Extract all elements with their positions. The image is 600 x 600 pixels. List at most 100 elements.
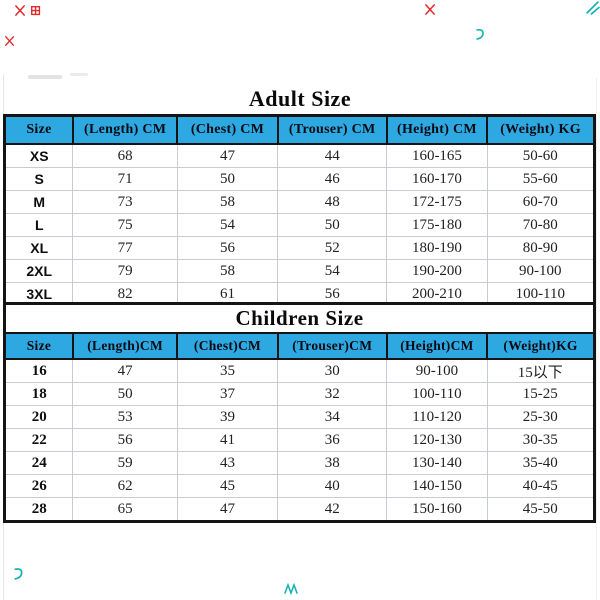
size-cell: 2XL <box>3 259 74 283</box>
value-cell: 58 <box>176 190 279 214</box>
children-col-header-height: (Height)CM <box>385 332 489 360</box>
watermark-scribble-icon <box>585 0 600 15</box>
size-cell: XS <box>3 143 74 168</box>
watermark-scribble-icon <box>4 35 16 47</box>
value-cell: 50 <box>176 167 279 191</box>
value-cell: 75 <box>72 213 178 237</box>
size-cell: XL <box>3 236 74 260</box>
value-cell: 175-180 <box>386 213 488 237</box>
value-cell: 40-45 <box>486 474 596 498</box>
children-col-header-chest: (Chest)CM <box>176 332 279 360</box>
adult-col-header-height: (Height) CM <box>385 114 489 145</box>
value-cell: 71 <box>72 167 178 191</box>
size-cell: 16 <box>3 358 74 383</box>
value-cell: 55-60 <box>486 167 596 191</box>
table-row: 18 50 37 32 100-110 15-25 <box>3 382 596 406</box>
scan-smudge <box>70 73 88 76</box>
table-row: 16 47 35 30 90-100 15以下 <box>3 358 596 383</box>
children-col-header-weight: (Weight)KG <box>486 332 596 360</box>
value-cell: 36 <box>277 428 388 452</box>
value-cell: 172-175 <box>386 190 488 214</box>
value-cell: 50 <box>72 382 178 406</box>
value-cell: 59 <box>72 451 178 475</box>
value-cell: 35-40 <box>486 451 596 475</box>
size-cell: L <box>3 213 74 237</box>
size-cell: 24 <box>3 451 74 475</box>
size-cell: 20 <box>3 405 74 429</box>
watermark-scribble-icon <box>12 566 27 581</box>
value-cell: 54 <box>277 259 388 283</box>
adult-col-header-weight: (Weight) KG <box>486 114 596 145</box>
value-cell: 15以下 <box>486 358 596 383</box>
value-cell: 80-90 <box>486 236 596 260</box>
value-cell: 41 <box>176 428 279 452</box>
children-col-header-trouser: (Trouser)CM <box>276 332 388 360</box>
table-row: S 71 50 46 160-170 55-60 <box>3 167 596 191</box>
panel-edge-right <box>596 78 597 600</box>
value-cell: 120-130 <box>386 428 488 452</box>
children-size-title: Children Size <box>235 306 364 330</box>
value-cell: 45 <box>176 474 279 498</box>
value-cell: 30-35 <box>486 428 596 452</box>
value-cell: 38 <box>277 451 388 475</box>
adult-col-header-chest: (Chest) CM <box>176 114 279 145</box>
value-cell: 15-25 <box>486 382 596 406</box>
value-cell: 100-110 <box>386 382 488 406</box>
value-cell: 47 <box>176 143 279 168</box>
value-cell: 48 <box>277 190 388 214</box>
size-cell: 26 <box>3 474 74 498</box>
adult-size-title: Adult Size <box>248 86 352 111</box>
value-cell: 90-100 <box>386 358 488 383</box>
adult-size-table: Size (Length) CM (Chest) CM (Trouser) CM… <box>3 114 596 308</box>
value-cell: 68 <box>72 143 178 168</box>
children-title-row: Children Size <box>3 302 596 334</box>
value-cell: 30 <box>277 358 388 383</box>
scan-smudge <box>28 75 62 79</box>
value-cell: 45-50 <box>486 497 596 522</box>
value-cell: 58 <box>176 259 279 283</box>
table-row: M 73 58 48 172-175 60-70 <box>3 190 596 214</box>
value-cell: 40 <box>277 474 388 498</box>
value-cell: 39 <box>176 405 279 429</box>
value-cell: 90-100 <box>486 259 596 283</box>
table-row: XS 68 47 44 160-165 50-60 <box>3 143 596 168</box>
size-cell: 28 <box>3 497 74 522</box>
value-cell: 42 <box>277 497 388 522</box>
children-table-body: 16 47 35 30 90-100 15以下 18 50 37 32 100-110 15-25 20… <box>3 358 596 522</box>
value-cell: 52 <box>277 236 388 260</box>
value-cell: 130-140 <box>386 451 488 475</box>
adult-col-header-length: (Length) CM <box>71 114 179 145</box>
value-cell: 47 <box>72 358 178 383</box>
adult-table-body: XS 68 47 44 160-165 50-60 S 71 50 46 160-170 55-60 M… <box>3 143 596 307</box>
value-cell: 50 <box>277 213 388 237</box>
table-row: 26 62 45 40 140-150 40-45 <box>3 474 596 498</box>
value-cell: 60-70 <box>486 190 596 214</box>
adult-col-header-trouser: (Trouser) CM <box>276 114 388 145</box>
children-size-table: Children Size Size (Length)CM (Chest)CM … <box>3 302 596 523</box>
value-cell: 43 <box>176 451 279 475</box>
value-cell: 62 <box>72 474 178 498</box>
value-cell: 53 <box>72 405 178 429</box>
value-cell: 32 <box>277 382 388 406</box>
value-cell: 70-80 <box>486 213 596 237</box>
value-cell: 37 <box>176 382 279 406</box>
watermark-scribble-icon <box>474 27 488 41</box>
value-cell: 110-120 <box>386 405 488 429</box>
watermark-scribble-icon <box>284 582 298 596</box>
children-col-header-length: (Length)CM <box>71 332 179 360</box>
size-cell: 22 <box>3 428 74 452</box>
size-cell: 18 <box>3 382 74 406</box>
value-cell: 47 <box>176 497 279 522</box>
table-row: 22 56 41 36 120-130 30-35 <box>3 428 596 452</box>
children-header-row: Size (Length)CM (Chest)CM (Trouser)CM (H… <box>3 332 596 360</box>
value-cell: 77 <box>72 236 178 260</box>
adult-header-row: Size (Length) CM (Chest) CM (Trouser) CM… <box>3 114 596 145</box>
watermark-scribble-icon <box>14 4 27 17</box>
value-cell: 35 <box>176 358 279 383</box>
value-cell: 180-190 <box>386 236 488 260</box>
value-cell: 46 <box>277 167 388 191</box>
value-cell: 34 <box>277 405 388 429</box>
value-cell: 140-150 <box>386 474 488 498</box>
value-cell: 79 <box>72 259 178 283</box>
